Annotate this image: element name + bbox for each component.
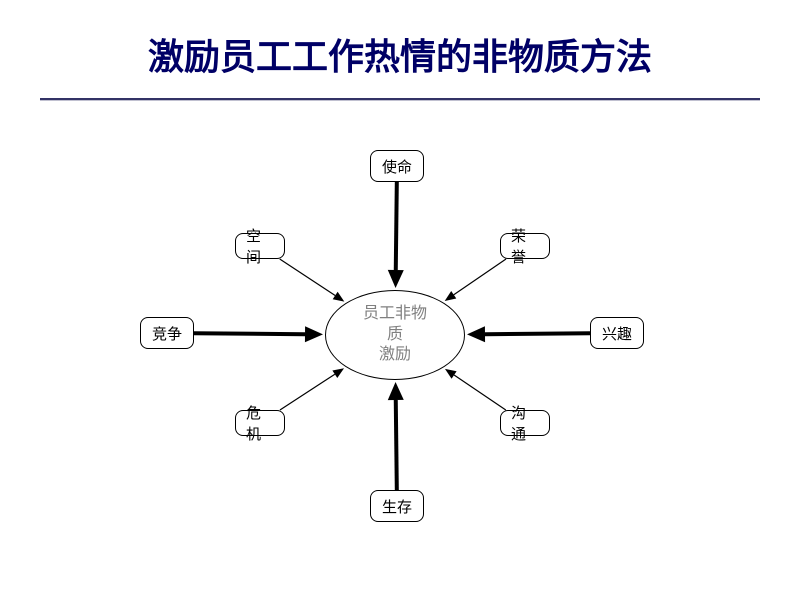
node-space: 空间: [235, 233, 285, 259]
center-line2: 质: [387, 325, 403, 346]
node-mission: 使命: [370, 150, 424, 182]
diagram-area: 员工非物 质 激励 使命空间 荣誉竞争 兴趣危机 沟通生存: [0, 110, 800, 600]
node-interest: 兴趣: [590, 317, 644, 349]
center-node: 员工非物 质 激励: [325, 290, 465, 380]
node-comm: 沟通: [500, 410, 550, 436]
page-title: 激励员工工作热情的非物质方法: [0, 0, 800, 80]
title-divider: [40, 98, 760, 101]
node-crisis: 危机: [235, 410, 285, 436]
node-honor: 荣誉: [500, 233, 550, 259]
center-line3: 激励: [379, 345, 411, 366]
node-compete: 竞争: [140, 317, 194, 349]
center-line1: 员工非物: [363, 304, 427, 325]
node-survive: 生存: [370, 490, 424, 522]
